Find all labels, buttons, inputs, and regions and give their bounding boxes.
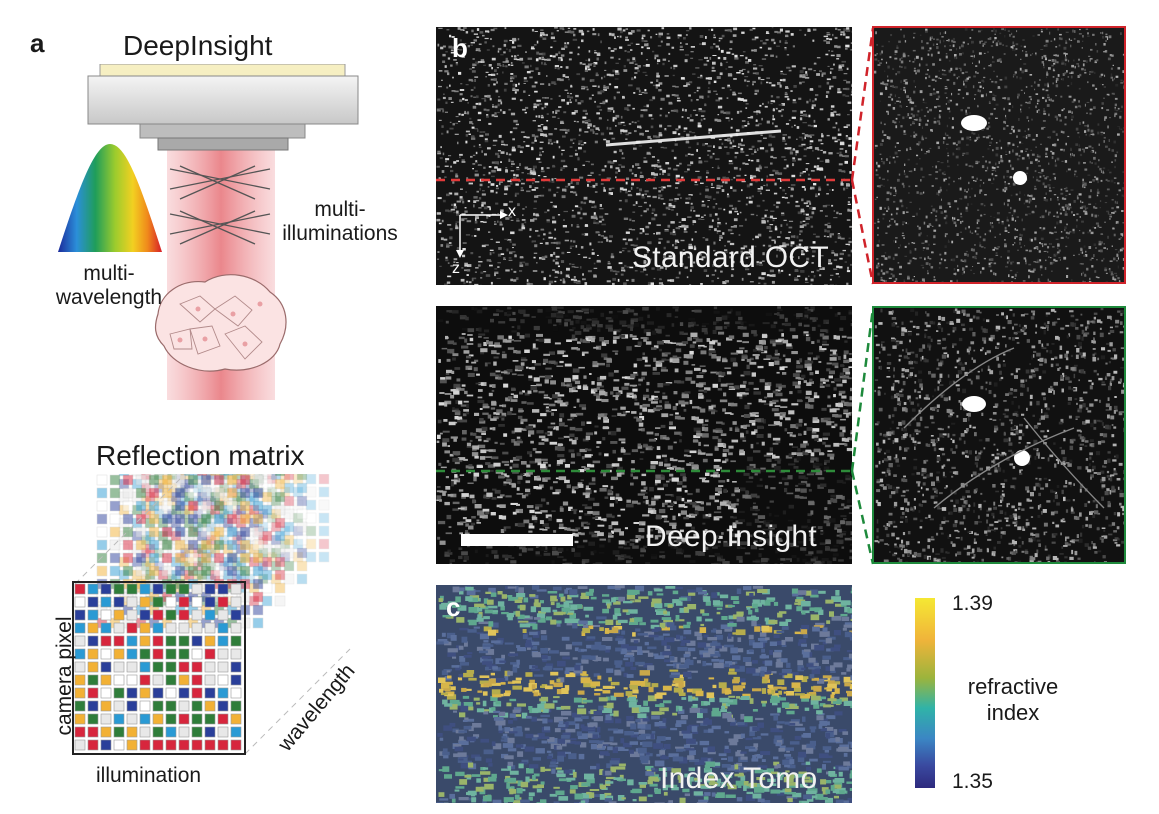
z-axis-label: z [452, 260, 460, 277]
panel-letter-c: c [446, 592, 461, 622]
colorbar-title-line-2: index [986, 700, 1040, 725]
scale-bar [461, 534, 573, 546]
camera-pixel-label: camera pixel [53, 616, 76, 736]
reflection-matrix-title: Reflection matrix [96, 440, 305, 471]
wavelength-line-2: wavelength [55, 286, 163, 309]
reflection-matrix-illustration [72, 474, 351, 755]
colorbar-title-line-1: refractive [967, 674, 1059, 699]
index-tomo-label: Index Tomo [660, 762, 818, 795]
x-axis-label: x [508, 203, 516, 220]
en-face-deep-image [872, 306, 1126, 564]
panel-letter-b: b [452, 33, 468, 63]
deepinsight-title: DeepInsight [123, 30, 273, 61]
depth-connector-lines [436, 27, 875, 565]
illumination-label: illumination [96, 764, 202, 787]
optical-setup-illustration [58, 64, 359, 400]
refractive-index-colorbar [915, 598, 935, 788]
standard-oct-image [436, 27, 852, 285]
index-tomo-image [436, 585, 852, 803]
panel-letter-a: a [30, 28, 45, 58]
deep-insight-image [436, 306, 852, 564]
standard-oct-label: Standard OCT [632, 241, 830, 274]
colorbar-min-label: 1.35 [952, 770, 993, 793]
xz-axis-indicator [456, 211, 508, 258]
multi-wavelength-label: multi- wavelength [54, 262, 164, 310]
en-face-oct-image [872, 26, 1126, 284]
multi-illuminations-label: multi- illuminations [265, 198, 415, 246]
illum-line-2: illuminations [282, 222, 398, 245]
colorbar-max-label: 1.39 [952, 592, 993, 615]
deep-insight-label: Deep Insight [645, 520, 818, 553]
illum-line-1: multi- [314, 198, 366, 221]
wavelength-line-1: multi- [83, 262, 135, 285]
colorbar-title: refractive index [948, 674, 1078, 726]
